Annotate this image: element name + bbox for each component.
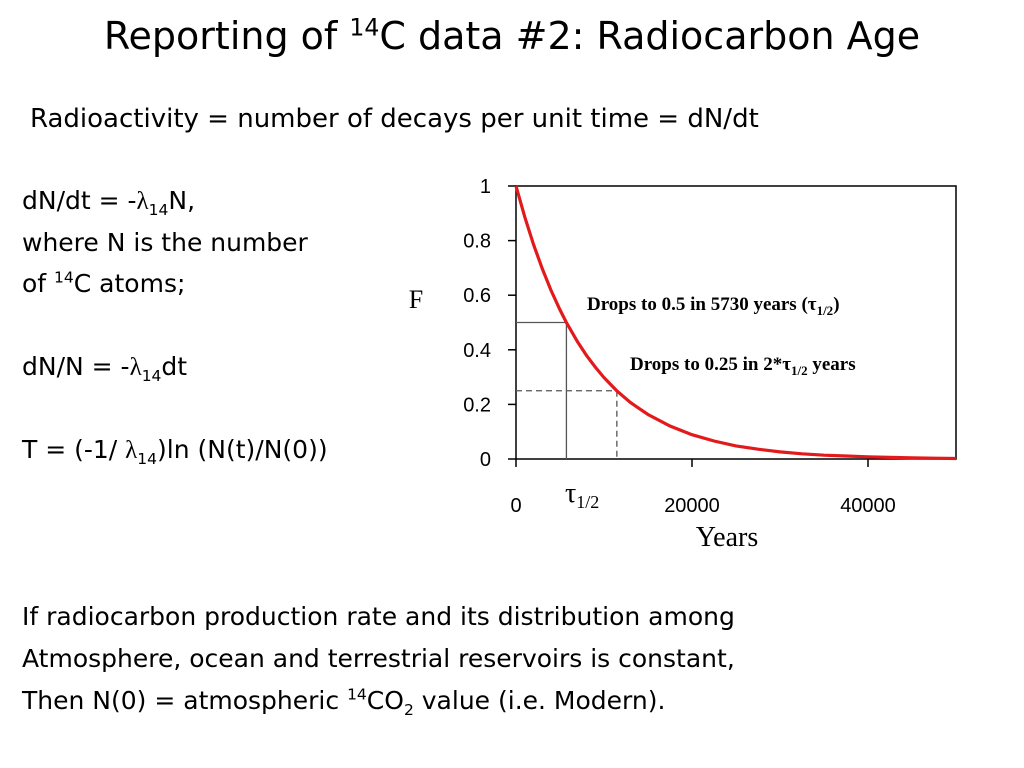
y-tick-label: 0.4: [463, 340, 491, 362]
y-axis-label: F: [409, 285, 423, 314]
slide-title: Reporting of 14C data #2: Radiocarbon Ag…: [103, 13, 921, 58]
equation-differential: dN/N = -λ14dt: [22, 352, 188, 385]
y-tick-label: 0.2: [463, 394, 491, 416]
bottom-paragraph: If radiocarbon production rate and its d…: [22, 596, 735, 722]
x-tick-label: 20000: [664, 495, 720, 517]
plot-frame: [515, 185, 957, 460]
decay-curve-line: [514, 185, 957, 461]
bottom-line-1: If radiocarbon production rate and its d…: [22, 602, 735, 631]
bottom-line-2: Atmosphere, ocean and terrestrial reserv…: [22, 644, 735, 673]
plot-border: [515, 185, 957, 460]
x-axis-label: Years: [696, 522, 759, 553]
half-life-guides: [516, 321, 618, 459]
annotation-quarter-life: Drops to 0.25 in 2*τ1/2 years: [630, 354, 856, 378]
equation-rate: dN/dt = -λ14N,: [22, 186, 196, 219]
bottom-line-3: Then N(0) = atmospheric 14CO2 value (i.e…: [22, 685, 666, 719]
x-tick-label: 40000: [840, 495, 896, 517]
annotation-half-life: Drops to 0.5 in 5730 years (τ1/2): [587, 294, 840, 318]
y-tick-label: 0.8: [463, 231, 491, 253]
equation-note-line1: where N is the number: [22, 228, 308, 257]
equation-age: T = (-1/ λ14)ln (N(t)/N(0)): [22, 435, 328, 468]
y-axis: 0 0.2 0.4 0.6 0.8 1: [463, 176, 516, 471]
slide-subtitle: Radioactivity = number of decays per uni…: [30, 104, 759, 134]
x-axis: 0 20000 40000: [510, 459, 896, 517]
tau-half-label: τ1/2: [565, 478, 599, 512]
y-tick-label: 1: [480, 176, 491, 198]
y-tick-label: 0: [480, 449, 491, 471]
x-tick-label: 0: [510, 495, 521, 517]
equation-note-line2: of 14C atoms;: [22, 268, 186, 298]
decay-chart: 00.20.40.60.81 0 20000 40000 F Years τ1/2 …: [409, 176, 957, 553]
y-tick-label: 0.6: [463, 285, 491, 307]
